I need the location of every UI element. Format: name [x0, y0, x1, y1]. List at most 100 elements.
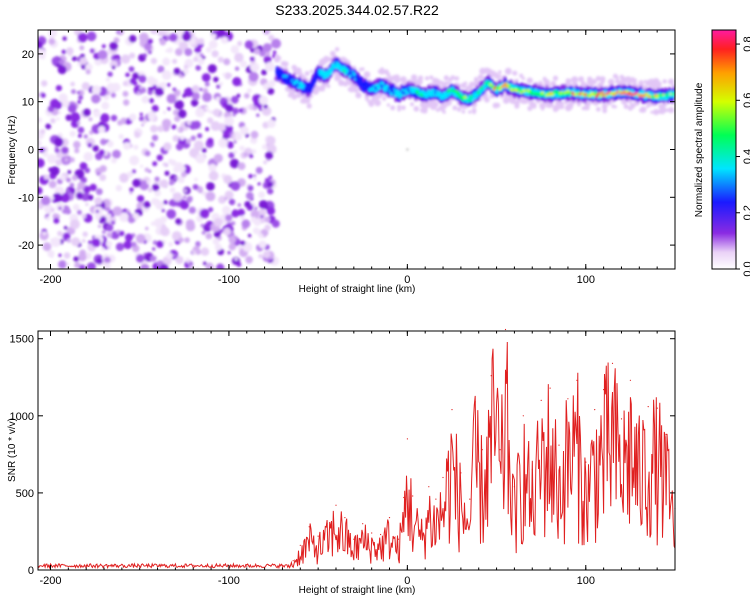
y-tick-label: 1500	[10, 334, 34, 346]
noise-blob	[128, 216, 135, 224]
noise-blob	[208, 163, 217, 172]
noise-blob	[250, 209, 260, 219]
ridge-cell	[391, 89, 395, 93]
noise-blob	[152, 183, 160, 192]
noise-blob	[229, 158, 240, 169]
noise-blob	[247, 185, 254, 192]
snr-data-point	[403, 496, 405, 499]
noise-blob	[63, 252, 71, 259]
noise-blob	[173, 166, 180, 173]
snr-data-point	[281, 566, 284, 568]
ridge-cell	[294, 80, 298, 84]
noise-blob	[63, 226, 68, 230]
noise-blob	[173, 109, 179, 116]
noise-blob	[78, 95, 84, 101]
noise-blob	[221, 36, 229, 44]
noise-blob	[157, 30, 164, 37]
noise-blob	[262, 43, 272, 53]
noise-blob	[195, 153, 206, 164]
noise-blob	[50, 118, 56, 124]
noise-blob	[179, 200, 189, 210]
snr-data-point	[576, 379, 578, 381]
ridge-halo	[468, 110, 472, 114]
noise-blob	[60, 192, 70, 203]
noise-blob	[118, 134, 124, 140]
snr-data-point	[299, 544, 301, 546]
noise-blob	[258, 233, 264, 239]
noise-blob	[159, 179, 169, 188]
noise-blob	[204, 81, 210, 87]
noise-blob	[237, 40, 243, 47]
noise-blob	[58, 260, 67, 269]
noise-blob	[82, 231, 88, 237]
noise-blob	[258, 200, 268, 209]
noise-blob	[128, 34, 137, 43]
ridge-cell	[349, 71, 353, 75]
noise-blob	[65, 209, 72, 215]
noise-blob	[169, 181, 174, 186]
noise-blob	[223, 174, 233, 184]
noise-blob	[256, 113, 260, 117]
noise-blob	[61, 49, 67, 55]
noise-blob	[185, 257, 190, 262]
noise-blob	[141, 95, 150, 104]
snr-data-point	[85, 564, 87, 567]
noise-blob	[107, 246, 111, 250]
noise-blob	[41, 195, 51, 206]
noise-blob	[207, 137, 214, 145]
noise-blob	[109, 60, 118, 69]
noise-blob	[185, 219, 195, 229]
noise-blob	[245, 255, 253, 264]
noise-blob	[119, 230, 125, 237]
noise-blob	[210, 33, 217, 40]
x-tick-label: -200	[39, 274, 61, 286]
noise-blob	[202, 92, 212, 102]
x-tick-label: 0	[404, 274, 410, 286]
noise-blob	[215, 96, 221, 102]
noise-blob	[84, 167, 91, 174]
noise-blob	[210, 121, 221, 131]
ridge-halo	[662, 79, 667, 84]
noise-blob	[168, 200, 175, 206]
snr-data-point	[326, 523, 328, 525]
noise-blob	[173, 67, 181, 75]
noise-blob	[74, 261, 81, 269]
noise-blob	[268, 34, 275, 41]
noise-blob	[65, 114, 73, 121]
noise-blob	[184, 87, 194, 97]
x-tick-label: 0	[404, 575, 410, 587]
noise-blob	[167, 47, 174, 54]
noise-blob	[232, 113, 236, 117]
snr-data-point	[460, 472, 462, 474]
noise-blob	[227, 251, 231, 255]
noise-blob	[151, 78, 158, 85]
noise-blob	[162, 57, 171, 66]
noise-blob	[152, 240, 158, 245]
noise-blob	[268, 175, 273, 180]
noise-blob	[217, 56, 224, 63]
origin-speck	[406, 148, 409, 151]
noise-blob	[237, 162, 246, 171]
colorbar-tick-label: 0.8	[742, 36, 750, 51]
noise-blob	[86, 262, 96, 269]
ridge-halo	[446, 81, 450, 85]
noise-blob	[61, 99, 70, 108]
noise-blob	[91, 238, 101, 248]
noise-blob	[132, 178, 141, 188]
noise-blob	[175, 218, 182, 225]
noise-blob	[265, 51, 271, 57]
noise-blob	[166, 252, 174, 260]
noise-blob	[234, 52, 244, 63]
ridge-halo	[643, 85, 648, 89]
snr-data-point	[522, 415, 524, 417]
ridge-halo	[550, 80, 556, 87]
noise-blob	[201, 148, 207, 153]
colorbar-label: Normalized spectral amplitude	[694, 82, 705, 217]
snr-data-point	[594, 409, 596, 411]
noise-region	[38, 30, 282, 269]
noise-blob	[179, 135, 185, 141]
noise-blob	[202, 56, 206, 60]
snr-x-label: Height of straight line (km)	[299, 585, 416, 596]
ridge-halo	[505, 69, 511, 75]
